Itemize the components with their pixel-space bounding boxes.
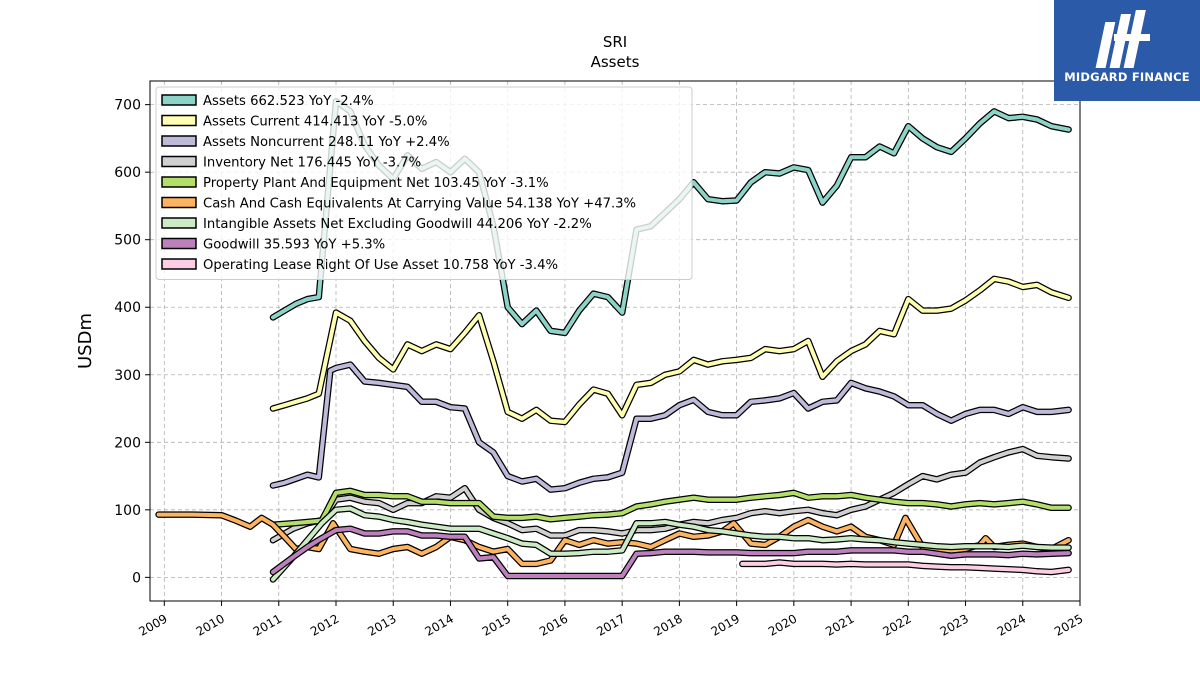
legend-swatch <box>161 237 197 250</box>
legend-swatch <box>161 217 197 229</box>
midgard-logo-icon <box>1095 10 1150 68</box>
series-line-operating-lease-right-of-use-asset <box>740 560 1071 574</box>
legend-entry-label: Operating Lease Right Of Use Asset 10.75… <box>203 258 558 273</box>
y-tick-label: 500 <box>114 233 141 249</box>
brand-name: MIDGARD FINANCE <box>1064 70 1190 84</box>
chart-title: SRI <box>603 33 627 51</box>
legend-entry-label: Property Plant And Equipment Net 103.45 … <box>203 176 549 191</box>
plot-frame <box>149 80 1081 602</box>
y-tick-label: 300 <box>114 368 141 384</box>
legend-entry-label: Assets Current 414.413 YoY -5.0% <box>203 115 427 130</box>
legend-swatch <box>161 94 197 106</box>
y-tick-label: 0 <box>132 570 141 586</box>
y-tick-label: 100 <box>114 503 141 519</box>
y-tick-label: 400 <box>114 300 141 316</box>
legend-swatch <box>161 258 197 270</box>
legend-entry-label: Intangible Assets Net Excluding Goodwill… <box>203 217 592 232</box>
series-line-assets-noncurrent <box>271 362 1071 492</box>
brand-logo: MIDGARD FINANCE <box>1054 0 1200 101</box>
series-line-intangible-assets-net-excluding-goodwill <box>271 506 1071 582</box>
legend: Assets 662.523 YoY -2.4% Assets Current 4… <box>155 86 693 280</box>
series-line-inventory-net <box>271 447 1071 543</box>
series-line-goodwill <box>271 526 1071 578</box>
legend-box <box>155 86 693 280</box>
legend-swatch <box>161 135 197 147</box>
y-tick-label: 700 <box>114 98 141 114</box>
chart-subtitle: Assets <box>591 53 640 71</box>
series-line-assets-current <box>271 276 1071 424</box>
legend-swatch <box>161 196 197 209</box>
series-line-property-plant-and-equipment-net <box>271 488 1071 527</box>
legend-swatch <box>161 176 197 188</box>
y-axis-label: USDm <box>75 313 96 369</box>
legend-entry-label: Goodwill 35.593 YoY +5.3% <box>203 238 385 253</box>
legend-entry-label: Inventory Net 176.445 YoY -3.7% <box>203 156 421 171</box>
legend-swatch <box>161 155 197 168</box>
y-tick-label: 600 <box>114 165 141 181</box>
legend-entry-label: Assets 662.523 YoY -2.4% <box>203 94 374 109</box>
y-tick-label: 200 <box>114 435 141 451</box>
legend-entry-label: Assets Noncurrent 248.11 YoY +2.4% <box>203 135 450 150</box>
legend-swatch <box>161 114 197 127</box>
legend-entry-label: Cash And Cash Equivalents At Carrying Va… <box>203 197 636 212</box>
